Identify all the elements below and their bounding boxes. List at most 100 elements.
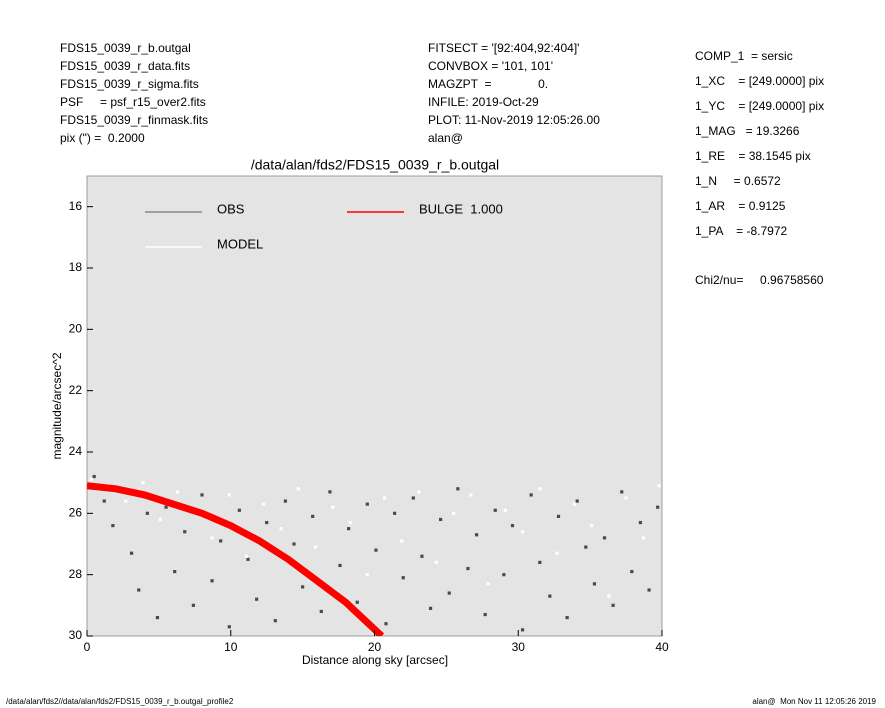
data-point — [420, 554, 424, 558]
data-point — [313, 545, 318, 549]
y-tick-label: 20 — [69, 322, 83, 336]
data-point — [411, 496, 415, 500]
data-point — [474, 533, 479, 537]
data-point — [434, 560, 438, 564]
y-tick-label: 26 — [69, 506, 83, 520]
plot-area — [86, 175, 663, 637]
data-point — [348, 520, 352, 525]
data-point — [262, 502, 266, 506]
profile-line — [87, 482, 385, 636]
header-middle-line: alan@ — [428, 131, 463, 145]
data-point — [607, 594, 611, 598]
data-point — [311, 514, 315, 518]
data-point — [538, 487, 542, 491]
data-point — [602, 536, 607, 540]
data-point — [365, 573, 369, 577]
data-point — [584, 545, 588, 549]
data-point — [400, 539, 404, 543]
data-point — [319, 609, 323, 614]
data-point — [200, 493, 204, 497]
data-point — [279, 527, 283, 531]
header-left-line: PSF = psf_r15_over2.fits — [60, 95, 206, 109]
data-point — [502, 573, 506, 577]
data-point — [538, 560, 542, 564]
legend-label: BULGE 1.000 — [419, 201, 503, 216]
data-point — [255, 597, 259, 601]
y-tick-label: 30 — [69, 628, 83, 642]
header-middle-line: INFILE: 2019-Oct-29 — [428, 95, 539, 109]
header-left-line: FDS15_0039_r_sigma.fits — [60, 77, 199, 91]
data-point — [347, 527, 351, 531]
header-right-line: 1_XC = [249.0000] pix — [695, 74, 824, 88]
data-point — [173, 570, 177, 574]
data-point — [246, 557, 250, 561]
x-tick-label: 0 — [84, 640, 91, 654]
header-right-line: COMP_1 = sersic — [695, 49, 793, 63]
data-point — [592, 582, 597, 586]
data-point — [520, 530, 525, 534]
data-point — [466, 566, 470, 571]
y-tick-label: 22 — [69, 383, 83, 397]
x-tick-label: 20 — [368, 640, 382, 654]
data-point — [555, 551, 559, 555]
data-point — [493, 508, 497, 512]
data-point — [486, 582, 490, 586]
data-point — [656, 505, 660, 509]
data-point — [191, 603, 195, 607]
header-middle-line: MAGZPT = 0. — [428, 77, 548, 91]
data-point — [92, 474, 96, 479]
data-point — [647, 588, 651, 592]
data-point — [565, 616, 569, 620]
data-point — [124, 499, 128, 503]
data-point — [393, 511, 397, 515]
header-right-line: 1_N = 0.6572 — [695, 174, 781, 188]
data-point — [338, 563, 342, 568]
data-point — [219, 539, 223, 543]
data-point — [556, 514, 561, 518]
footer-left: /data/alan/fds2//data/alan/fds2/FDS15_00… — [6, 697, 234, 706]
data-point — [575, 499, 579, 503]
data-point — [155, 616, 160, 620]
header-left-line: pix (") = 0.2000 — [60, 131, 145, 145]
data-point — [428, 606, 433, 610]
data-point — [141, 481, 145, 485]
header-right-line: 1_PA = -8.7972 — [695, 224, 788, 238]
footer-right: alan@ Mon Nov 11 12:05:26 2019 — [752, 697, 876, 706]
x-tick-label: 40 — [655, 640, 669, 654]
data-point — [439, 517, 443, 522]
data-point — [129, 551, 134, 555]
data-point — [589, 524, 594, 528]
data-point — [137, 588, 141, 592]
legend-label: OBS — [217, 201, 245, 216]
x-tick-label: 10 — [224, 640, 238, 654]
data-point — [355, 600, 359, 604]
data-point — [641, 536, 645, 540]
data-point — [273, 619, 277, 623]
legend-label: MODEL — [217, 236, 263, 251]
data-point — [244, 554, 249, 558]
data-point — [301, 585, 305, 589]
header-right-line: 1_RE = 38.1545 pix — [695, 149, 811, 163]
chi2: Chi2/nu= 0.96758560 — [695, 273, 824, 287]
data-point — [365, 502, 369, 506]
chart-title: /data/alan/fds2/FDS15_0039_r_b.outgal — [251, 157, 499, 173]
data-point — [328, 490, 332, 494]
data-point — [158, 517, 162, 522]
data-point — [611, 603, 615, 607]
data-point — [510, 524, 515, 528]
data-point — [89, 478, 93, 482]
data-point — [210, 579, 214, 583]
data-point — [227, 625, 231, 629]
header-right-line: 1_YC = [249.0000] pix — [695, 99, 824, 113]
data-point — [503, 508, 507, 512]
data-point — [620, 490, 624, 494]
data-point — [210, 536, 214, 540]
data-point — [451, 511, 456, 515]
data-point — [638, 520, 643, 525]
y-tick-label: 16 — [69, 199, 83, 213]
data-point — [572, 502, 576, 506]
data-point — [401, 576, 405, 580]
x-axis-label: Distance along sky [arcsec] — [302, 653, 448, 667]
